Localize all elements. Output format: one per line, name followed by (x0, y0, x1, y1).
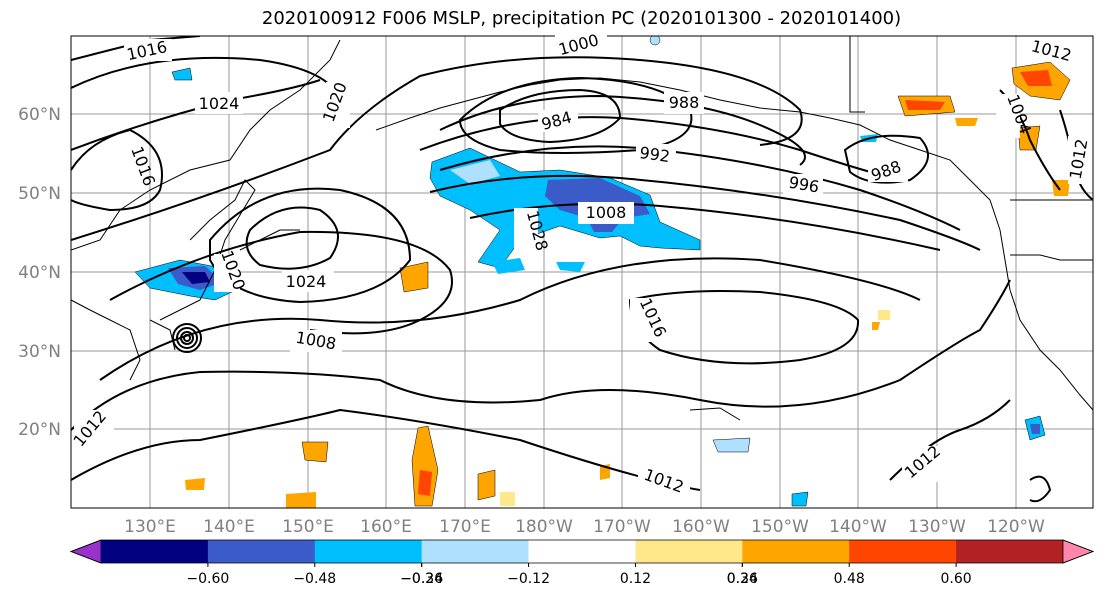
lon-label: 140°E (203, 517, 255, 537)
lon-label: 170°E (439, 517, 491, 537)
colorbar-segments (69, 539, 1095, 564)
colorbar-segment (207, 540, 316, 563)
coastlines (71, 36, 1093, 421)
colorbar: −0.60 −0.48 −0.36−0.24 −0.12 0.12 0.240.36 0.4… (69, 539, 1095, 587)
colorbar-extend-low (69, 539, 102, 564)
lon-label: 130°W (908, 517, 966, 537)
colorbar-segment (421, 540, 530, 563)
latitude-axis-labels: 60°N 50°N 40°N 30°N 20°N (18, 105, 61, 440)
colorbar-tick-label: 0.12 (620, 571, 651, 587)
lat-label: 20°N (18, 420, 61, 440)
lon-label: 170°W (593, 517, 651, 537)
precip-negative-small-cells (171, 36, 1046, 507)
colorbar-tick-label: 0.60 (941, 571, 972, 587)
colorbar-segment (956, 540, 1064, 563)
lon-label: 160°W (672, 517, 730, 537)
colorbar-segment (635, 540, 743, 563)
colorbar-segment (314, 540, 423, 563)
lon-label: 150°W (751, 517, 809, 537)
precip-negative-north-pacific (429, 147, 701, 274)
longitude-axis-labels: 130°E 140°E 150°E 160°E 170°E 180°W 170°… (124, 517, 1045, 537)
lon-label: 160°E (360, 517, 412, 537)
lat-label: 60°N (18, 105, 61, 125)
lat-label: 40°N (18, 263, 61, 283)
map-plot-area: 1016 1024 1020 1000 984 988 992 996 988 … (69, 30, 1094, 509)
lon-label: 140°W (829, 517, 887, 537)
colorbar-tick-label: −0.24 (400, 571, 443, 587)
precip-positive-cells (185, 61, 1071, 508)
colorbar-segment (528, 540, 636, 563)
colorbar-tick-label: −0.12 (507, 571, 550, 587)
colorbar-tick-label: −0.48 (293, 571, 336, 587)
colorbar-ticks: −0.60 −0.48 −0.36−0.24 −0.12 0.12 0.240.36 0.4… (186, 563, 972, 587)
colorbar-tick-label: 0.36 (727, 571, 758, 587)
isobar-label: 1008 (586, 203, 627, 222)
isobar-label: 988 (669, 93, 700, 112)
map-title: 2020100912 F006 MSLP, precipitation PC (… (261, 8, 902, 29)
colorbar-tick-label: −0.60 (186, 571, 229, 587)
colorbar-segment (101, 540, 209, 563)
lat-label: 50°N (18, 184, 61, 204)
colorbar-extend-high (1062, 539, 1095, 564)
colorbar-tick-label: 0.48 (834, 571, 865, 587)
isobar-label: 992 (638, 143, 671, 166)
lon-label: 150°E (282, 517, 334, 537)
lat-label: 30°N (18, 342, 61, 362)
colorbar-segment (742, 540, 850, 563)
colorbar-segment (849, 540, 957, 563)
colorbar-tick-label: 0.24 (727, 571, 758, 587)
isobar-label: 1024 (199, 94, 240, 113)
lon-label: 130°E (124, 517, 176, 537)
colorbar-tick-label: −0.36 (400, 571, 443, 587)
colorbar-outline (69, 539, 1095, 564)
lon-label: 180°W (515, 517, 573, 537)
lon-label: 120°W (987, 517, 1045, 537)
isobar-label: 1024 (286, 272, 327, 291)
